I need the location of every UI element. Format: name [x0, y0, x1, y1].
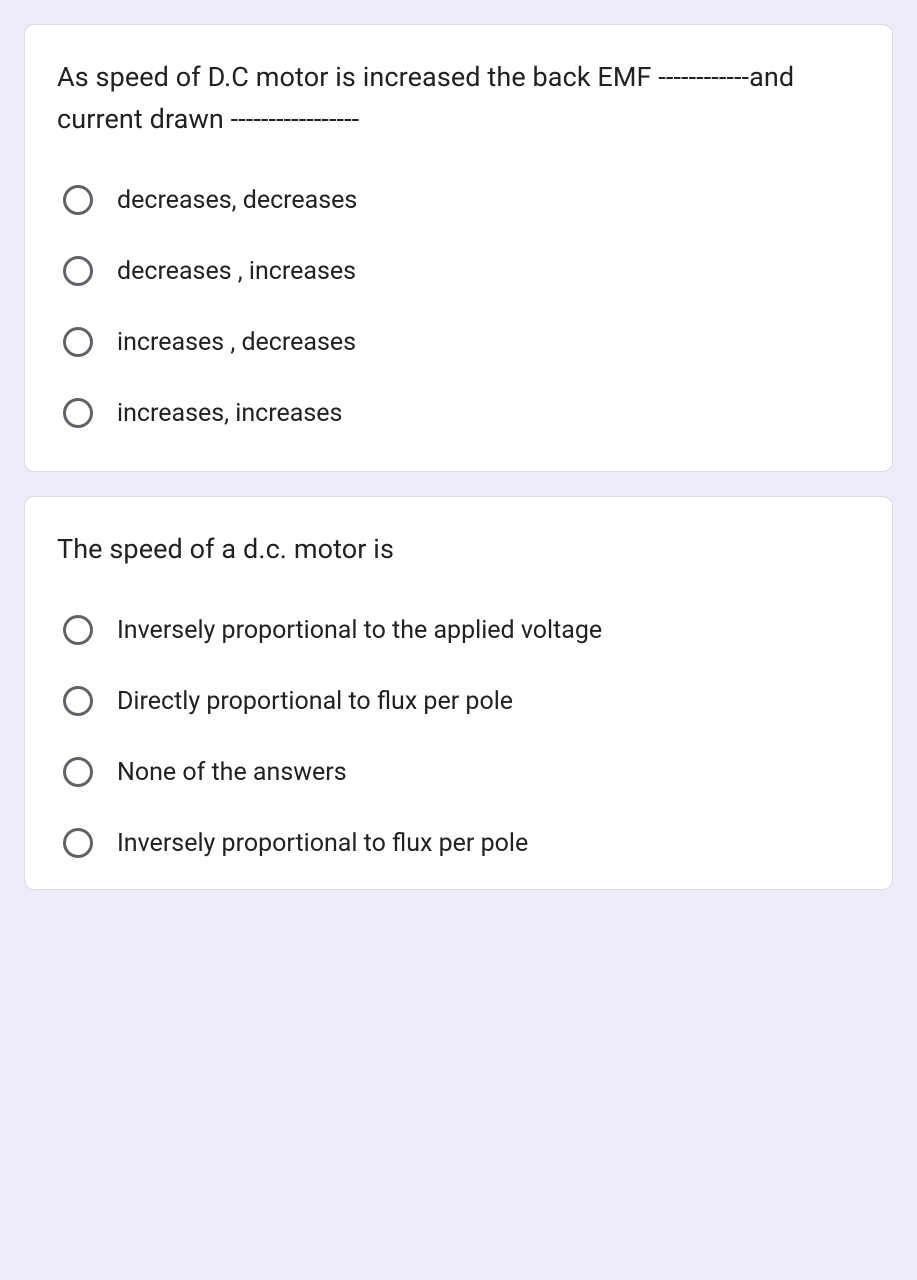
question-card-2: The speed of a d.c. motor is Inversely p…	[24, 496, 893, 890]
option-label: increases, increases	[117, 396, 342, 431]
option-row[interactable]: increases, increases	[63, 396, 860, 431]
option-row[interactable]: decreases, decreases	[63, 183, 860, 218]
option-label: None of the answers	[117, 755, 347, 790]
option-label: Directly proportional to flux per pole	[117, 684, 513, 719]
option-row[interactable]: Inversely proportional to the applied vo…	[63, 613, 860, 648]
radio-icon[interactable]	[63, 615, 93, 645]
radio-icon[interactable]	[63, 327, 93, 357]
radio-icon[interactable]	[63, 828, 93, 858]
option-label: increases , decreases	[117, 325, 356, 360]
radio-icon[interactable]	[63, 686, 93, 716]
options-group: Inversely proportional to the applied vo…	[57, 613, 860, 861]
option-row[interactable]: increases , decreases	[63, 325, 860, 360]
radio-icon[interactable]	[63, 398, 93, 428]
question-card-1: As speed of D.C motor is increased the b…	[24, 24, 893, 472]
question-prompt: As speed of D.C motor is increased the b…	[57, 57, 860, 141]
option-label: Inversely proportional to the applied vo…	[117, 613, 602, 648]
option-label: decreases, decreases	[117, 183, 357, 218]
options-group: decreases, decreases decreases , increas…	[57, 183, 860, 431]
option-label: Inversely proportional to flux per pole	[117, 826, 528, 861]
option-row[interactable]: decreases , increases	[63, 254, 860, 289]
option-row[interactable]: Inversely proportional to flux per pole	[63, 826, 860, 861]
option-label: decreases , increases	[117, 254, 356, 289]
radio-icon[interactable]	[63, 757, 93, 787]
radio-icon[interactable]	[63, 185, 93, 215]
option-row[interactable]: Directly proportional to flux per pole	[63, 684, 860, 719]
question-prompt: The speed of a d.c. motor is	[57, 529, 860, 571]
option-row[interactable]: None of the answers	[63, 755, 860, 790]
radio-icon[interactable]	[63, 256, 93, 286]
